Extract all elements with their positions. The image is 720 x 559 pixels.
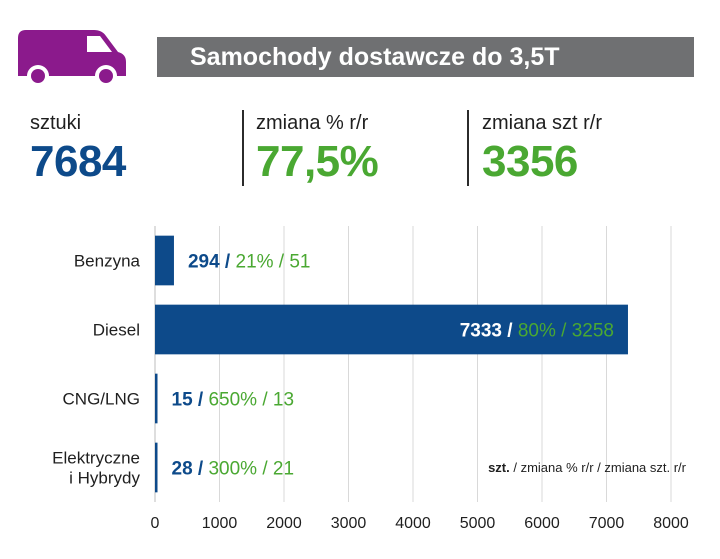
kpi-change-units-label: zmiana szt r/r: [482, 112, 603, 134]
page-title: Samochody dostawcze do 3,5T: [190, 42, 560, 71]
x-tick-label: 2000: [266, 515, 302, 532]
data-label: 294 / 21% / 51: [188, 252, 311, 273]
van-icon: [18, 30, 126, 87]
kpi-separator: [467, 110, 469, 186]
kpi-change-pct-label: zmiana % r/r: [256, 112, 369, 134]
kpi-units: sztuki 7684: [30, 110, 126, 187]
bar: [155, 304, 628, 355]
kpi-change-units: zmiana szt r/r 3356: [482, 110, 602, 187]
category-label: Elektryczne: [52, 449, 140, 468]
kpi-units-value: 7684: [30, 137, 126, 186]
title-bar: Samochody dostawcze do 3,5T: [157, 37, 694, 77]
category-label: i Hybrydy: [69, 469, 140, 488]
legend-note: szt. / zmiana % r/r / zmiana szt. r/r: [488, 460, 687, 475]
category-label: Diesel: [93, 321, 140, 340]
data-label: 15 / 650% / 13: [172, 390, 295, 411]
kpi-change-pct: zmiana % r/r 77,5%: [256, 110, 379, 187]
x-tick-label: 0: [151, 515, 160, 532]
data-label: 7333 / 80% / 3258: [460, 321, 614, 342]
x-tick-label: 4000: [395, 515, 431, 532]
x-tick-label: 5000: [460, 515, 496, 532]
bar: [155, 373, 158, 424]
bar: [155, 235, 174, 286]
data-label: 28 / 300% / 21: [172, 459, 295, 480]
x-tick-label: 3000: [331, 515, 367, 532]
x-tick-label: 6000: [524, 515, 560, 532]
category-label: Benzyna: [74, 252, 141, 271]
category-label: CNG/LNG: [63, 390, 140, 409]
kpi-units-label: sztuki: [30, 112, 82, 134]
x-tick-label: 8000: [653, 515, 689, 532]
kpi-change-units-value: 3356: [482, 137, 578, 186]
kpi-separator: [242, 110, 244, 186]
bar: [155, 442, 158, 493]
kpi-change-pct-value: 77,5%: [256, 137, 379, 186]
x-tick-label: 7000: [589, 515, 625, 532]
x-tick-label: 1000: [202, 515, 238, 532]
